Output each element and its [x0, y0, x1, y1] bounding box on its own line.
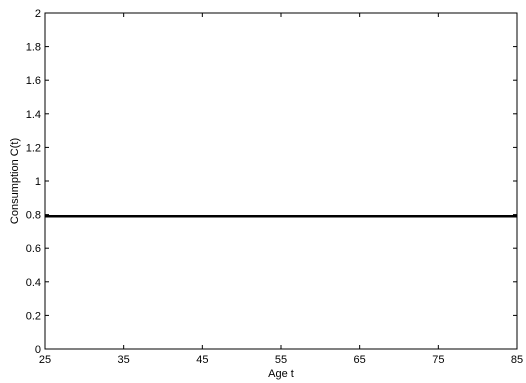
y-tick-label: 1.4 [26, 109, 41, 121]
y-tick-label: 0 [35, 344, 41, 356]
y-tick-label: 1.2 [26, 142, 41, 154]
x-axis-label: Age t [268, 368, 294, 380]
x-tick-label: 55 [275, 354, 287, 366]
x-tick-label: 45 [196, 354, 208, 366]
y-tick-label: 0.4 [26, 277, 41, 289]
y-tick-label: 0.2 [26, 310, 41, 322]
y-tick-label: 2 [35, 8, 41, 20]
x-tick-label: 35 [118, 354, 130, 366]
y-axis-label: Consumption C(t) [9, 138, 21, 224]
x-tick-label: 85 [511, 354, 523, 366]
plot-area [44, 12, 518, 350]
x-tick-label: 65 [354, 354, 366, 366]
y-tick-label: 1.6 [26, 75, 41, 87]
y-tick-label: 1.8 [26, 42, 41, 54]
x-tick-label: 75 [432, 354, 444, 366]
x-tick-label: 25 [39, 354, 51, 366]
y-tick-label: 0.6 [26, 243, 41, 255]
y-tick-label: 1 [35, 176, 41, 188]
x-axis-ticks: 25 35 45 55 65 75 85 [39, 13, 523, 366]
y-tick-label: 0.8 [26, 210, 41, 222]
y-axis-ticks: 0 0.2 0.4 0.6 0.8 1 1.2 1.4 1.6 1.8 2 [26, 8, 517, 356]
